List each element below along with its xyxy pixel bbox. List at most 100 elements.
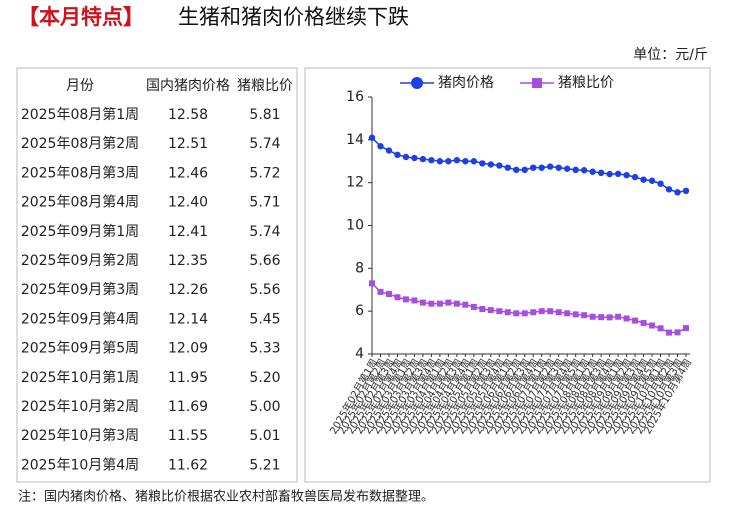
table-cell: 2025年08月第4周 (21, 194, 139, 211)
table-cell: 12.26 (168, 282, 208, 298)
unit: 单位：元/斤 (633, 47, 708, 63)
table-cell: 11.62 (168, 457, 208, 473)
point (538, 308, 545, 315)
table-cell: 5.72 (249, 165, 280, 181)
legend-marker (532, 78, 542, 88)
point (428, 300, 435, 307)
table-cell: 5.21 (249, 457, 280, 473)
point (462, 301, 469, 308)
table-cell: 5.20 (249, 370, 280, 386)
point (504, 164, 511, 171)
point (496, 308, 503, 315)
point (563, 165, 571, 172)
point (419, 299, 426, 306)
point (631, 173, 639, 181)
table-cell: 2025年10月第3周 (21, 427, 139, 444)
point (597, 169, 605, 177)
point (614, 170, 622, 178)
point (504, 309, 511, 316)
table-cell: 5.01 (249, 428, 280, 444)
y-tick-label: 12 (346, 175, 364, 191)
point (496, 162, 503, 169)
table-cell: 2025年09月第3周 (21, 281, 139, 298)
point (453, 300, 460, 307)
point (521, 166, 528, 174)
table-cell: 2025年09月第4周 (21, 310, 139, 327)
table-cell: 5.71 (249, 195, 280, 211)
point (479, 160, 486, 167)
point (513, 310, 520, 317)
point (479, 306, 486, 313)
table-cell: 12.41 (168, 224, 208, 240)
table-cell: 2025年09月第1周 (21, 223, 139, 240)
table-cell: 11.95 (168, 370, 208, 386)
table-cell: 2025年08月第2周 (21, 135, 139, 152)
table-cell: 5.56 (249, 282, 280, 298)
point (572, 166, 579, 174)
point (581, 312, 588, 319)
table-cell: 5.74 (249, 136, 280, 152)
legend-label: 猪肉价格 (438, 75, 494, 91)
point (445, 299, 452, 306)
chart-frame (304, 67, 711, 483)
legend-marker (411, 77, 423, 89)
point (564, 310, 571, 317)
point (436, 158, 444, 165)
table-cell: 2025年10月第1周 (21, 369, 139, 386)
y-tick-label: 14 (346, 132, 364, 148)
point (555, 164, 562, 171)
legend-label: 猪粮比价 (558, 75, 614, 91)
table-cell: 12.40 (168, 195, 208, 211)
point (521, 310, 528, 317)
table-cell: 11.69 (168, 399, 208, 415)
point (445, 158, 452, 165)
table: 月份 国内猪肉价格 猪粮比价 2025年08月第1周 12.58 5.81 2025年08月… (21, 78, 293, 473)
point (547, 163, 554, 170)
point (606, 170, 613, 178)
point (436, 300, 443, 307)
title-tag: 【本月特点】 (18, 5, 144, 29)
point (589, 313, 596, 320)
table-header: 月份 (66, 78, 94, 94)
point (623, 315, 630, 322)
point (606, 314, 613, 321)
point (385, 147, 393, 154)
point (462, 158, 469, 165)
point (589, 168, 596, 175)
point (580, 167, 588, 174)
point (674, 189, 681, 196)
point (538, 164, 545, 171)
point (513, 166, 520, 174)
table-cell: 12.51 (168, 136, 208, 152)
table-cell: 2025年08月第1周 (21, 106, 139, 123)
point (657, 180, 664, 187)
point (648, 177, 656, 184)
point (657, 325, 664, 332)
table-cell: 12.58 (168, 107, 208, 123)
table-cell: 2025年09月第2周 (21, 252, 139, 269)
point (470, 303, 477, 310)
point (674, 329, 681, 336)
point (530, 309, 537, 316)
table-frame (16, 67, 298, 483)
point (598, 314, 605, 321)
y-tick-label: 10 (346, 218, 364, 234)
point (428, 156, 435, 164)
table-cell: 5.74 (249, 224, 280, 240)
y-tick-label: 8 (355, 260, 364, 276)
point (377, 288, 384, 295)
table-cell: 5.33 (249, 341, 280, 357)
point (487, 307, 494, 314)
note: 注：国内猪肉价格、猪粮比价根据农业农村部畜牧兽医局发布数据整理。 (18, 489, 434, 505)
point (683, 325, 689, 332)
point (419, 155, 427, 163)
y-tick-label: 6 (355, 303, 364, 319)
point (487, 161, 495, 168)
point (682, 187, 690, 195)
point (555, 309, 562, 316)
table-cell: 5.00 (249, 399, 280, 415)
series-line (371, 282, 687, 334)
point (615, 313, 622, 320)
point (402, 153, 410, 161)
